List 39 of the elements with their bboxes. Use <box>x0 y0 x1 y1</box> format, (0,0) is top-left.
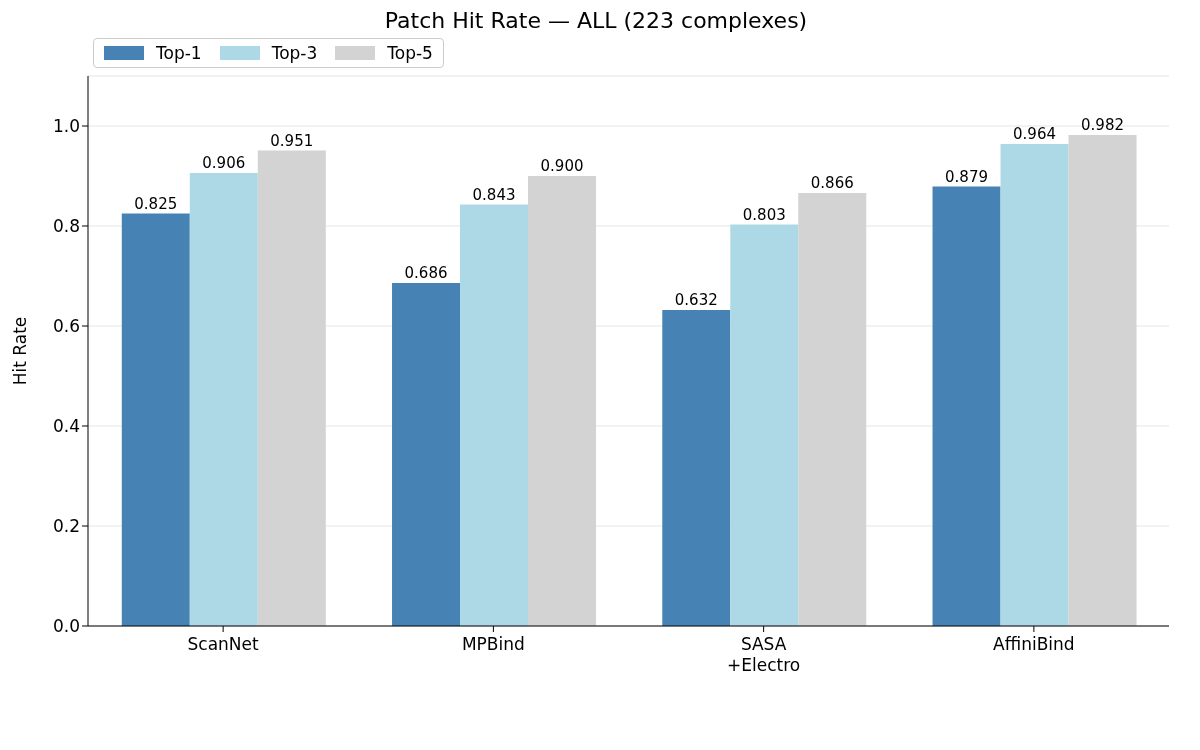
bar <box>392 283 461 626</box>
y-tick-label: 0.8 <box>52 216 80 237</box>
y-tick-label: 1.0 <box>52 116 80 137</box>
x-tick-label: ScanNet <box>187 634 260 654</box>
x-tick-label: MPBind <box>461 634 525 654</box>
legend-label: Top-1 <box>156 43 202 63</box>
bar <box>932 186 1001 626</box>
data-label: 0.686 <box>404 264 448 282</box>
data-label: 0.964 <box>1013 125 1057 143</box>
data-label: 0.803 <box>742 205 786 224</box>
bar <box>121 213 190 626</box>
data-label: 0.632 <box>674 291 718 309</box>
bar <box>1068 135 1137 626</box>
bar <box>730 224 799 626</box>
bar <box>662 310 731 626</box>
x-tick-label: AffiniBind <box>993 634 1075 654</box>
y-tick-label: 0.4 <box>52 416 80 437</box>
y-tick-label: 0.6 <box>52 316 80 337</box>
legend-label: Top-3 <box>271 43 318 63</box>
data-label: 0.951 <box>270 131 314 150</box>
y-tick-label: 0.0 <box>52 616 80 637</box>
data-label: 0.900 <box>540 157 584 175</box>
y-axis-title: Hit Rate <box>10 316 31 386</box>
bar <box>460 204 529 626</box>
x-tick-label: SASA +Electro <box>727 634 801 675</box>
y-tick-label: 0.2 <box>52 516 80 537</box>
bar <box>798 193 867 626</box>
bar <box>528 176 597 626</box>
bar <box>257 150 326 626</box>
legend-label: Top-5 <box>387 43 433 63</box>
data-label: 0.906 <box>202 154 246 172</box>
data-label: 0.843 <box>472 185 516 204</box>
bar <box>189 173 258 626</box>
data-label: 0.879 <box>945 167 989 186</box>
data-label: 0.982 <box>1081 116 1125 134</box>
bar <box>1000 144 1069 626</box>
data-label: 0.825 <box>134 194 178 213</box>
data-label: 0.866 <box>810 174 854 192</box>
chart-title: Patch Hit Rate — ALL (223 complexes) <box>383 8 809 35</box>
